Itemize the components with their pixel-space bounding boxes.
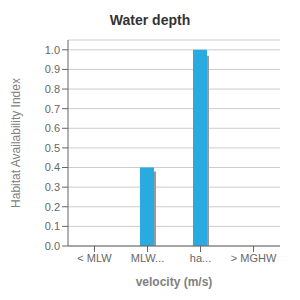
svg-text:0.4: 0.4 — [45, 161, 60, 173]
html-text:Water depth: Water depth — [109, 12, 191, 28]
svg-text:ha...: ha... — [190, 252, 211, 264]
svg-text:0.9: 0.9 — [45, 63, 60, 75]
svg-text:Habitat Availability Index: Habitat Availability Index — [9, 78, 23, 208]
svg-text:1.0: 1.0 — [45, 44, 60, 56]
svg-text:> MGHW: > MGHW — [231, 252, 277, 264]
svg-text:0.0: 0.0 — [45, 240, 60, 252]
svg-text:0.2: 0.2 — [45, 201, 60, 213]
svg-text:< MLW: < MLW — [77, 252, 112, 264]
svg-text:0.8: 0.8 — [45, 83, 60, 95]
svg-text:0.3: 0.3 — [45, 181, 60, 193]
svg-text:0.5: 0.5 — [45, 142, 60, 154]
svg-text:0.7: 0.7 — [45, 103, 60, 115]
svg-text:MLW...: MLW... — [131, 252, 164, 264]
svg-text:0.6: 0.6 — [45, 122, 60, 134]
svg-text:velocity (m/s): velocity (m/s) — [136, 275, 213, 289]
svg-text:0.1: 0.1 — [45, 220, 60, 232]
